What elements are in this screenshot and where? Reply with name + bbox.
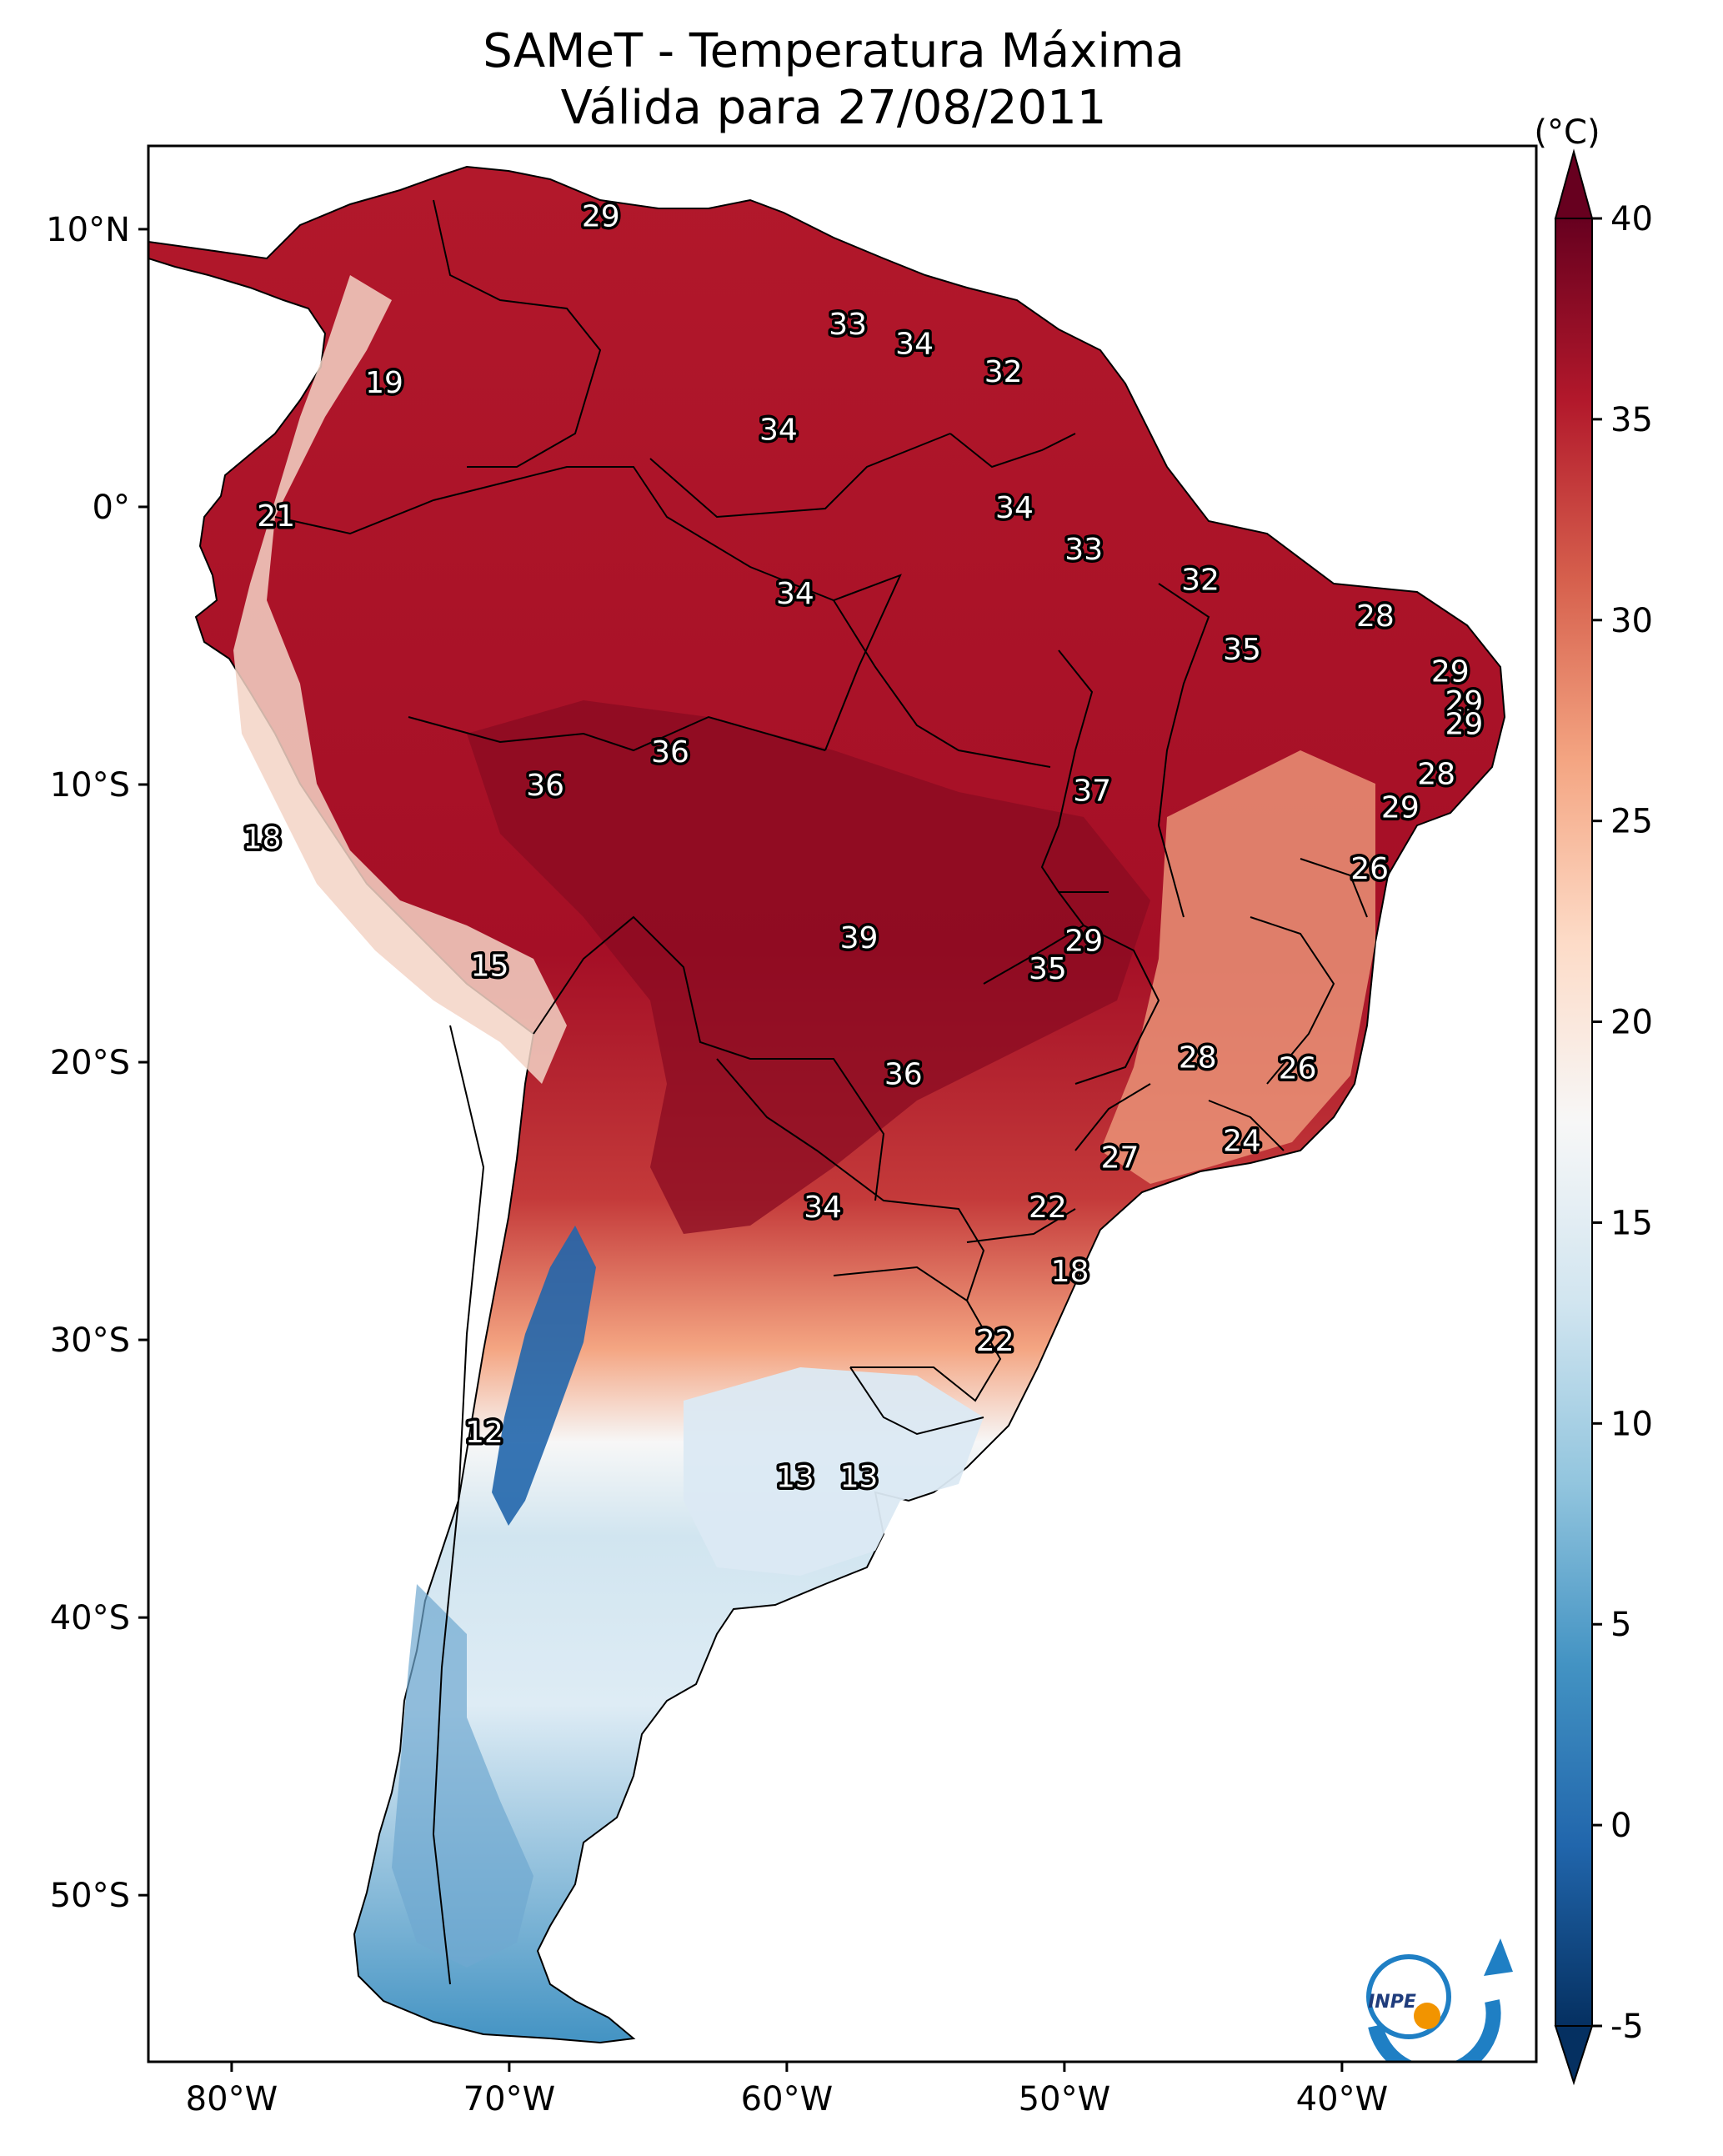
- logo-text: INPE: [1368, 1992, 1416, 2013]
- temperature-label: 13: [776, 1460, 814, 1494]
- plot-frame: [147, 144, 1538, 2063]
- map-title-line1: SAMeT - Temperatura Máxima: [483, 24, 1185, 78]
- hot-core-region: [467, 700, 1150, 1234]
- patagonia-cool: [392, 1584, 533, 1968]
- temperature-label: 29: [1445, 685, 1484, 720]
- temperature-label: 32: [984, 355, 1023, 389]
- temperature-label: 34: [759, 414, 798, 448]
- temperature-label: 15: [471, 949, 509, 983]
- lon-tick-label: 40°W: [1296, 2080, 1388, 2118]
- lon-tick-label: 80°W: [186, 2080, 278, 2118]
- logo-arrow-arc: [1368, 1999, 1501, 2062]
- colorbar-tick-label: 20: [1610, 1004, 1653, 1042]
- colorbar-tick-label: 10: [1610, 1405, 1653, 1443]
- temperature-label: 29: [1064, 925, 1103, 959]
- temperature-label: 39: [840, 921, 879, 955]
- colorbar-tick-label: 0: [1610, 1807, 1631, 1845]
- colorbar-tick-label: 25: [1610, 803, 1653, 841]
- lat-tick-label: 20°S: [50, 1044, 130, 1082]
- inpe-logo: INPE: [1366, 1938, 1513, 2062]
- lat-tick-label: 30°S: [50, 1321, 130, 1360]
- lon-tick-label: 60°W: [741, 2080, 833, 2118]
- temperature-label: 12: [465, 1416, 503, 1450]
- colorbar-tick-label: 30: [1610, 602, 1653, 640]
- pampa-cool: [684, 1367, 984, 1576]
- lat-tick-label: 40°S: [50, 1599, 130, 1637]
- temperature-label: 36: [884, 1057, 923, 1091]
- temperature-label: 34: [895, 327, 934, 361]
- temperature-label: 18: [243, 821, 282, 855]
- temperature-label: 29: [1445, 708, 1484, 742]
- map-title-line2: Válida para 27/08/2011: [561, 81, 1107, 135]
- temperature-label: 34: [804, 1191, 842, 1225]
- colorbar-tick-label: 35: [1610, 401, 1653, 439]
- temperature-label: 34: [776, 577, 814, 611]
- lat-tick-label: 10°N: [46, 211, 130, 249]
- temperature-label: 29: [1431, 654, 1470, 689]
- temperature-label: 36: [651, 735, 689, 770]
- temperature-label: 21: [257, 499, 295, 534]
- lon-tick-label: 70°W: [463, 2080, 555, 2118]
- temperature-label: 28: [1179, 1040, 1217, 1075]
- colorbar-tick-label: 15: [1610, 1204, 1653, 1242]
- colorbar-bar: [1555, 218, 1593, 2027]
- temperature-label: 32: [1181, 564, 1220, 598]
- map-plot: INPE 29333432193434213332342835292929362…: [148, 146, 1536, 2062]
- temperature-label: 35: [1223, 633, 1261, 667]
- colorbar-min-extend-triangle: [1554, 2025, 1594, 2086]
- temperature-label: 29: [582, 199, 620, 233]
- colorbar-ticks: 40 35 30 25 20 15 10 5 0 -5: [1592, 200, 1653, 2046]
- temperature-label: 26: [1279, 1052, 1317, 1086]
- andes-cold-spine: [492, 1226, 596, 1526]
- temperature-label: 33: [829, 308, 867, 342]
- colorbar-tick-label: 5: [1610, 1606, 1631, 1644]
- colorbar: (°C) 40 35 30 25 20 15 10 5 0 -5: [1534, 113, 1653, 2086]
- temperature-label: 18: [1051, 1255, 1089, 1289]
- temperature-label: 29: [1381, 791, 1420, 825]
- temperature-label: 22: [1029, 1191, 1067, 1225]
- latitude-axis: 10°N 0° 10°S 20°S 30°S 40°S 50°S: [46, 211, 148, 1915]
- longitude-axis: 80°W 70°W 60°W 50°W 40°W: [186, 2062, 1388, 2118]
- temperature-label: 13: [840, 1460, 879, 1494]
- temperature-label: 28: [1356, 599, 1395, 634]
- temperature-label: 35: [1029, 952, 1067, 986]
- lat-tick-label: 50°S: [50, 1877, 130, 1915]
- temperature-label: 26: [1350, 852, 1389, 886]
- colorbar-unit: (°C): [1534, 113, 1600, 152]
- temperature-label: 22: [976, 1324, 1014, 1358]
- lat-tick-label: 10°S: [50, 766, 130, 805]
- temperature-label: 19: [365, 366, 403, 400]
- temperature-label: 37: [1073, 775, 1111, 809]
- lon-tick-label: 50°W: [1019, 2080, 1110, 2118]
- temperature-label: 33: [1064, 533, 1103, 567]
- logo-arrow-head-icon: [1484, 1938, 1513, 1976]
- temperature-label: 24: [1223, 1124, 1261, 1158]
- temperature-label: 36: [526, 769, 564, 803]
- country-borders: [274, 199, 1368, 1985]
- colorbar-tick-label: 40: [1610, 200, 1653, 238]
- temperature-label: 27: [1101, 1141, 1139, 1175]
- colorbar-tick-label: -5: [1610, 2008, 1644, 2046]
- temperature-label: 28: [1417, 758, 1455, 792]
- logo-orange-dot: [1414, 2003, 1440, 2029]
- andes-cool-strip: [233, 275, 567, 1084]
- temperature-label: 34: [995, 491, 1034, 525]
- lat-tick-label: 0°: [93, 489, 130, 527]
- colorbar-max-extend-triangle: [1554, 148, 1594, 219]
- east-coast-mild: [1100, 750, 1375, 1184]
